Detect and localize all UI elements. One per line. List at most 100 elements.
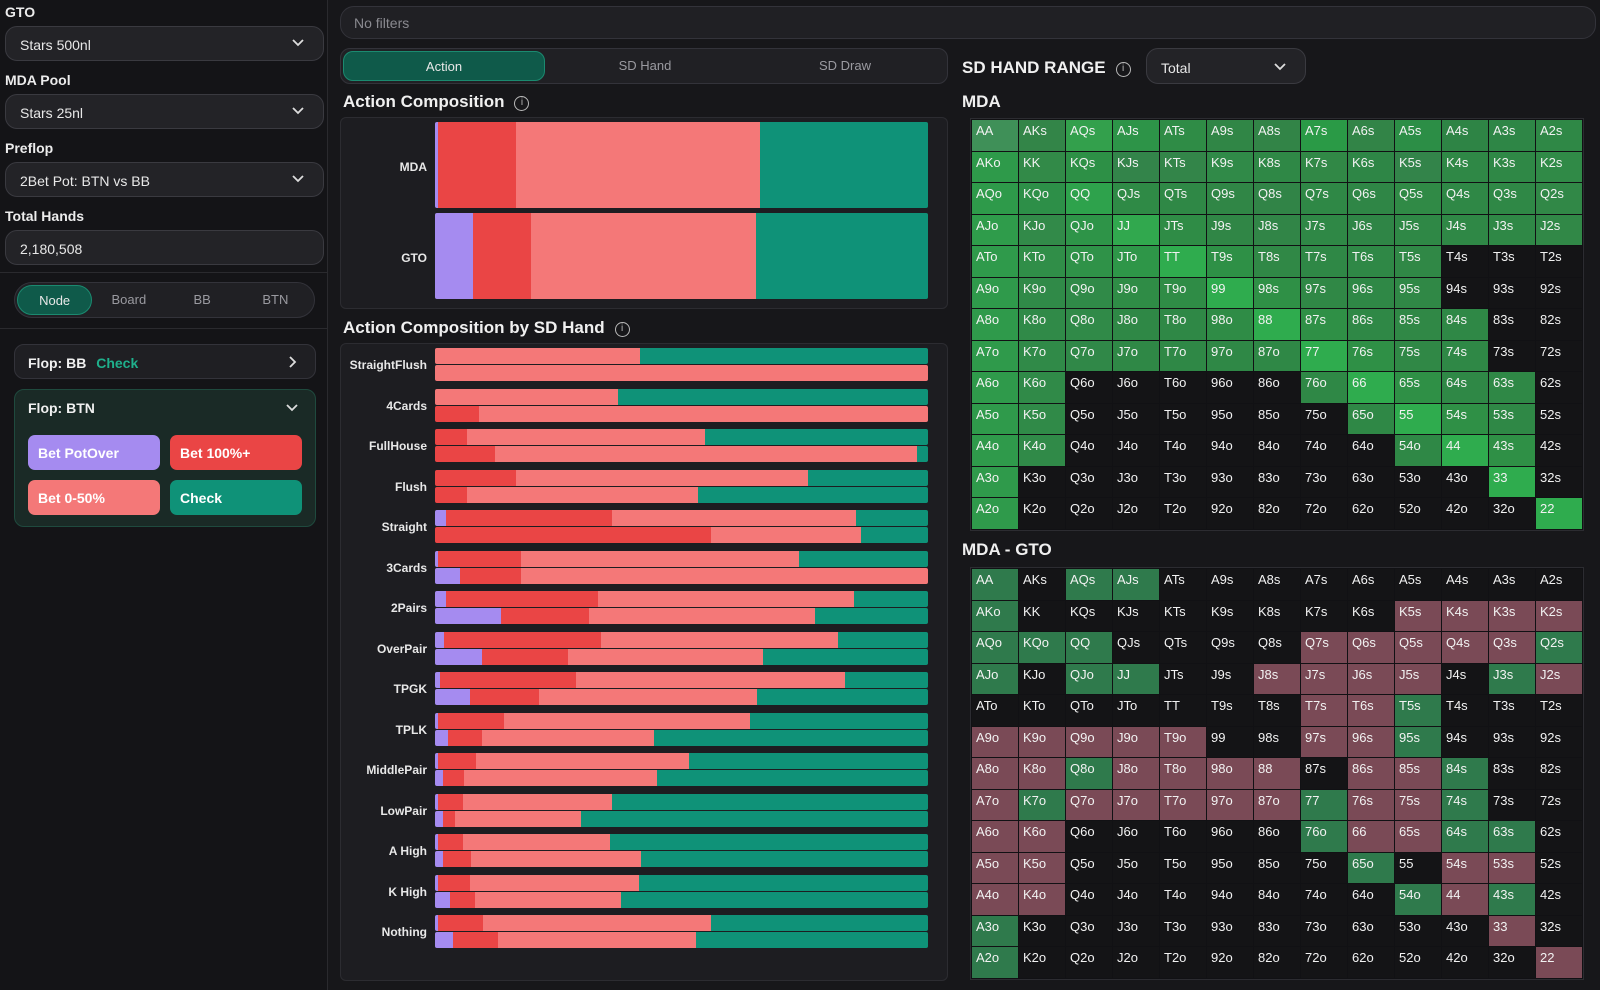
hand-cell[interactable]: A4s [1442,120,1488,151]
hand-cell[interactable]: Q8o [1066,758,1112,789]
hand-cell[interactable]: QTs [1160,183,1206,214]
hand-cell[interactable]: 99 [1207,726,1253,758]
hand-cell[interactable]: 32s [1536,915,1582,947]
hand-cell[interactable]: J3s [1489,214,1535,246]
hand-cell[interactable]: K5s [1395,600,1441,632]
hand-cell[interactable]: AQo [972,183,1018,214]
hand-cell[interactable]: J6s [1348,663,1394,695]
hand-cell[interactable]: Q3s [1489,632,1535,663]
hand-cell[interactable]: 77 [1301,340,1347,372]
hand-cell[interactable]: T6o [1160,821,1206,852]
hand-cell[interactable]: T5o [1160,403,1206,435]
hand-cell[interactable]: K3s [1489,151,1535,183]
hand-cell[interactable]: 82s [1536,758,1582,789]
hand-cell[interactable]: 55 [1395,852,1441,884]
hand-cell[interactable]: Q2s [1536,183,1582,214]
hand-cell[interactable]: T3s [1489,695,1535,726]
hand-cell[interactable]: 32o [1489,498,1535,529]
hand-cell[interactable]: 75s [1395,340,1441,372]
hand-cell[interactable]: KJo [1019,214,1065,246]
hand-cell[interactable]: 62o [1348,498,1394,529]
hand-cell[interactable]: 98s [1254,277,1300,309]
hand-cell[interactable]: 97o [1207,789,1253,821]
hand-cell[interactable]: ATo [972,246,1018,277]
hand-cell[interactable]: 73o [1301,466,1347,498]
pool-select[interactable]: Stars 25nl [5,94,324,129]
hand-cell[interactable]: JTo [1113,246,1159,277]
hand-cell[interactable]: 44 [1442,435,1488,466]
hand-cell[interactable]: 84s [1442,758,1488,789]
hand-cell[interactable]: K8s [1254,600,1300,632]
hand-cell[interactable]: T9s [1207,695,1253,726]
hand-cell[interactable]: Q2o [1066,947,1112,978]
hand-cell[interactable]: 53o [1395,915,1441,947]
hand-cell[interactable]: K7s [1301,151,1347,183]
hand-cell[interactable]: Q6o [1066,821,1112,852]
hand-cell[interactable]: Q5o [1066,403,1112,435]
hand-cell[interactable]: AKs [1019,120,1065,151]
hand-cell[interactable]: AA [972,569,1018,600]
hand-cell[interactable]: A3s [1489,120,1535,151]
hand-cell[interactable]: K4o [1019,884,1065,915]
hand-cell[interactable]: AJo [972,214,1018,246]
hand-cell[interactable]: A8o [972,758,1018,789]
hand-cell[interactable]: K6o [1019,821,1065,852]
hand-cell[interactable]: 84s [1442,309,1488,340]
hand-cell[interactable]: AJs [1113,569,1159,600]
hand-cell[interactable]: T2o [1160,498,1206,529]
hand-cell[interactable]: 63s [1489,372,1535,403]
hand-cell[interactable]: 54s [1442,403,1488,435]
hand-cell[interactable]: QJo [1066,663,1112,695]
tab-board[interactable]: Board [111,292,147,307]
hand-cell[interactable]: 53s [1489,403,1535,435]
hand-cell[interactable]: 33 [1489,915,1535,947]
hand-cell[interactable]: T4s [1442,246,1488,277]
hand-cell[interactable]: K3s [1489,600,1535,632]
hand-cell[interactable]: J6s [1348,214,1394,246]
hand-cell[interactable]: 83o [1254,915,1300,947]
hand-cell[interactable]: Q9s [1207,632,1253,663]
hand-cell[interactable]: J5s [1395,663,1441,695]
hand-cell[interactable]: 62s [1536,372,1582,403]
hand-cell[interactable]: Q6s [1348,183,1394,214]
hand-cell[interactable]: T8s [1254,695,1300,726]
hand-cell[interactable]: JTs [1160,214,1206,246]
hand-cell[interactable]: 42o [1442,947,1488,978]
hand-cell[interactable]: 63o [1348,915,1394,947]
hand-cell[interactable]: 86o [1254,372,1300,403]
hand-cell[interactable]: QQ [1066,632,1112,663]
hand-cell[interactable]: JTo [1113,695,1159,726]
hand-cell[interactable]: 86s [1348,309,1394,340]
hand-cell[interactable]: A9s [1207,120,1253,151]
hand-cell[interactable]: 83o [1254,466,1300,498]
hand-cell[interactable]: J9o [1113,277,1159,309]
hand-cell[interactable]: 76o [1301,821,1347,852]
tab-action[interactable]: Action [343,51,545,81]
hand-cell[interactable]: 54s [1442,852,1488,884]
hand-cell[interactable]: 92o [1207,498,1253,529]
hand-cell[interactable]: K2o [1019,498,1065,529]
hand-cell[interactable]: KK [1019,151,1065,183]
hand-cell[interactable]: J8s [1254,214,1300,246]
hand-cell[interactable]: 42s [1536,884,1582,915]
hand-cell[interactable]: 54o [1395,884,1441,915]
hand-cell[interactable]: Q3o [1066,915,1112,947]
hand-cell[interactable]: 96s [1348,726,1394,758]
hand-cell[interactable]: 54o [1395,435,1441,466]
hand-cell[interactable]: 95o [1207,403,1253,435]
hand-cell[interactable]: A7s [1301,120,1347,151]
hand-cell[interactable]: A8s [1254,120,1300,151]
hand-cell[interactable]: 99 [1207,277,1253,309]
hand-cell[interactable]: JTs [1160,663,1206,695]
hand-cell[interactable]: KK [1019,600,1065,632]
hand-cell[interactable]: J5s [1395,214,1441,246]
hand-cell[interactable]: T9o [1160,726,1206,758]
hand-cell[interactable]: JJ [1113,663,1159,695]
hand-cell[interactable]: J6o [1113,372,1159,403]
hand-cell[interactable]: 86o [1254,821,1300,852]
hand-cell[interactable]: 33 [1489,466,1535,498]
hand-cell[interactable]: Q9o [1066,726,1112,758]
hand-cell[interactable]: K9o [1019,277,1065,309]
hand-cell[interactable]: Q3s [1489,183,1535,214]
hand-cell[interactable]: KTs [1160,600,1206,632]
